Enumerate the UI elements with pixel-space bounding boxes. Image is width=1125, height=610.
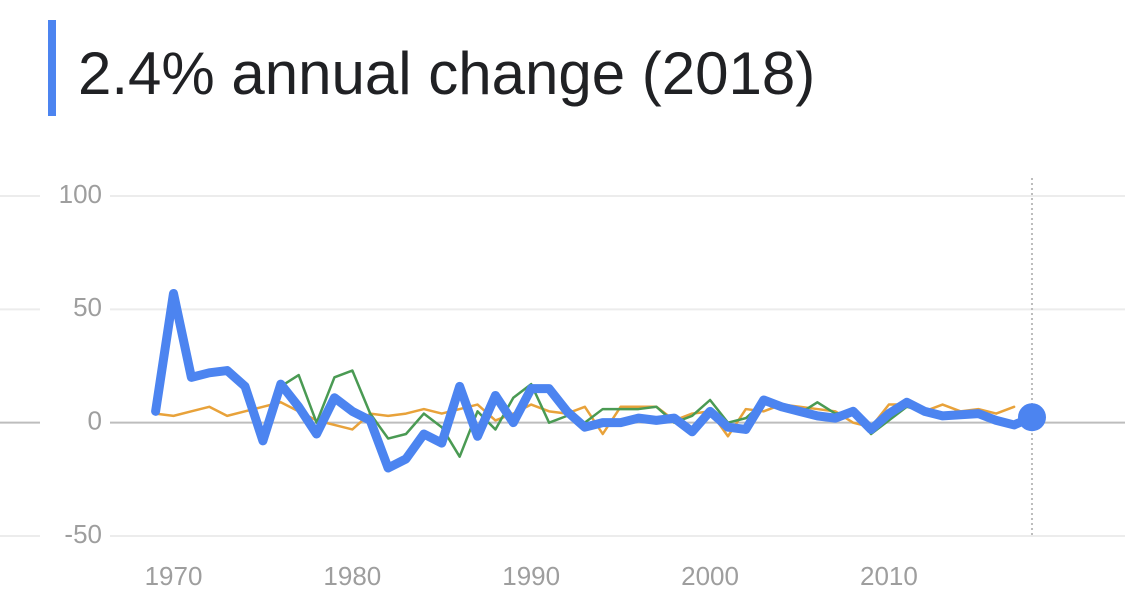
series-line xyxy=(279,369,1016,458)
y-tick-label: 50 xyxy=(73,292,102,322)
x-tick-label: 2010 xyxy=(860,561,918,591)
title-accent xyxy=(48,20,56,116)
y-tick-label: -50 xyxy=(64,519,102,549)
y-tick-label: 100 xyxy=(59,179,102,209)
series-line xyxy=(151,288,1037,473)
x-tick-label: 1980 xyxy=(323,561,381,591)
x-tick-label: 1970 xyxy=(145,561,203,591)
x-tick-label: 1990 xyxy=(502,561,560,591)
highlight-point xyxy=(1017,403,1046,432)
chart-title: 2.4% annual change (2018) xyxy=(78,40,815,107)
y-tick-label: 0 xyxy=(88,406,102,436)
x-tick-label: 2000 xyxy=(681,561,739,591)
